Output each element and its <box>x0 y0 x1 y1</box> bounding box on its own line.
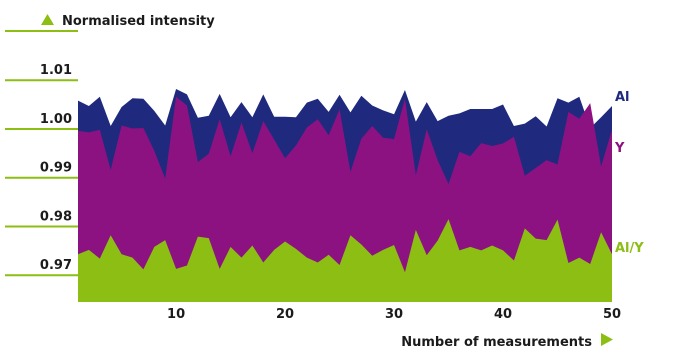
series-label: Al/Y <box>615 241 644 256</box>
x-tick-label: 40 <box>494 307 512 322</box>
series-area-al-y <box>78 219 612 302</box>
x-axis-title-group: Number of measurements <box>401 333 613 348</box>
x-tick-label: 10 <box>167 307 185 322</box>
y-axis-title: Normalised intensity <box>62 14 215 29</box>
x-tick-label: 30 <box>385 307 403 322</box>
y-axis-title-group: Normalised intensity <box>41 14 215 29</box>
series-label: Al <box>615 90 630 105</box>
y-axis-tick-labels: 0.97 0.98 0.99 1.00 1.01 <box>40 63 72 273</box>
series-labels: Al Y Al/Y <box>614 90 644 256</box>
y-tick-label: 0.97 <box>40 258 72 273</box>
y-tick-label: 0.99 <box>40 161 72 176</box>
x-axis-tick-labels: 10 20 30 40 50 <box>167 307 621 322</box>
x-axis-title: Number of measurements <box>401 335 592 348</box>
x-tick-label: 50 <box>603 307 621 322</box>
series-areas <box>78 88 612 303</box>
y-tick-label: 1.00 <box>40 112 72 127</box>
y-axis-arrow-icon <box>41 14 54 25</box>
y-tick-label: 1.01 <box>40 63 72 78</box>
x-tick-label: 20 <box>276 307 294 322</box>
y-axis-tick-lines <box>5 30 78 277</box>
x-axis-arrow-icon <box>601 333 613 346</box>
series-label: Y <box>614 141 625 156</box>
y-tick-label: 0.98 <box>40 209 72 224</box>
